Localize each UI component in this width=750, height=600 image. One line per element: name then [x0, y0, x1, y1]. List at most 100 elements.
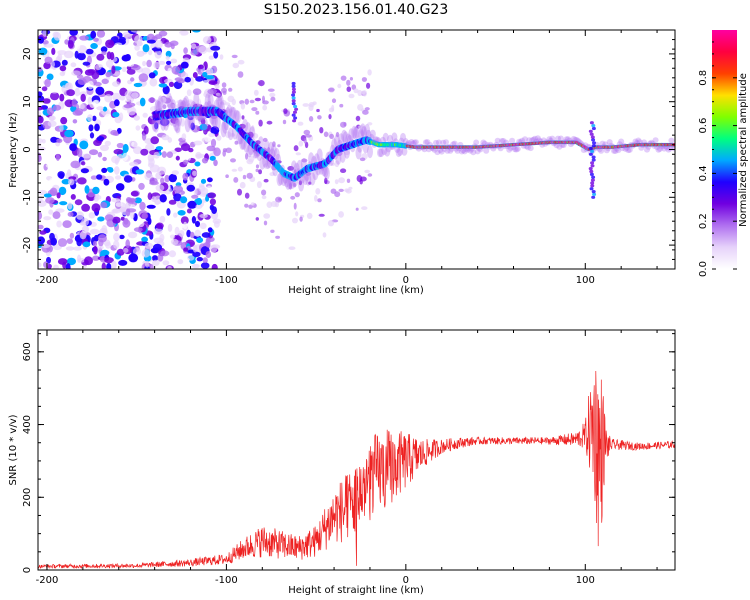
spectrogram-blob	[308, 181, 312, 185]
spectrogram-blob	[324, 177, 328, 184]
spectrogram-blob	[208, 132, 216, 138]
spectrogram-blob	[331, 104, 335, 111]
spectrogram-blob	[358, 125, 364, 129]
spectrogram-blob	[80, 93, 86, 102]
spectrogram-blob	[167, 265, 172, 269]
spectrogram-blob	[589, 172, 594, 176]
spectrogram-blob	[92, 240, 98, 247]
spectrogram-blob	[44, 43, 54, 48]
spectrogram-blob	[141, 81, 147, 86]
spectrogram-blob	[353, 88, 359, 94]
spectrogram-blob	[599, 140, 606, 147]
y-tick-label: 20	[22, 48, 33, 61]
spectrogram-blob	[343, 122, 347, 127]
spectrogram-blob	[591, 175, 596, 179]
spectrogram-blob	[135, 169, 145, 175]
spectrogram-blob	[79, 231, 87, 240]
spectrogram-blob	[308, 104, 314, 111]
spectrogram-blob	[146, 39, 156, 44]
spectrogram-blob	[43, 216, 52, 221]
spectrogram-blob	[106, 51, 112, 60]
spectrogram-blob	[147, 192, 153, 200]
spectrogram-blob	[66, 89, 76, 97]
colorbar: 0.0 0.2 0.4 0.6 0.8 Normalized spectral ampl…	[698, 30, 749, 277]
spectrogram-blob	[139, 201, 146, 211]
spectrogram-blob	[149, 180, 159, 186]
spectrogram-blob	[246, 172, 253, 179]
spectrogram-blob	[532, 135, 538, 142]
spectrogram-blob	[180, 61, 189, 69]
spectrogram-blob	[474, 148, 481, 155]
spectrogram-blob	[526, 137, 533, 144]
spectrogram-blob	[196, 237, 204, 244]
spectrogram-blob	[293, 110, 297, 114]
spectrogram-blob	[249, 99, 255, 104]
spectrogram-blob	[302, 172, 309, 185]
spectrogram-blob	[244, 203, 249, 208]
spectrogram-blob	[591, 190, 596, 194]
spectrogram-blob	[79, 35, 89, 41]
spectrogram-blob	[397, 147, 404, 156]
spectrogram-blob	[96, 53, 105, 61]
spectrogram-blob	[177, 259, 184, 265]
spectrogram-blob	[107, 167, 114, 173]
spectrogram-blob	[170, 238, 179, 245]
spectrogram-blob	[74, 87, 80, 97]
spectrogram-blob	[148, 72, 156, 79]
spectrogram-blob	[205, 251, 212, 258]
spectrogram-blob	[38, 236, 45, 245]
spectrogram-blob	[261, 189, 267, 196]
spectrogram-blob	[52, 211, 61, 220]
spectrogram-y-ticks: -20 -10 0 10 20	[22, 29, 675, 270]
spectrogram-blob	[51, 47, 56, 56]
spectrogram-blob	[79, 140, 89, 150]
spectrogram-blob	[105, 71, 112, 78]
spectrogram-blob	[41, 86, 48, 92]
spectrogram-blob	[111, 198, 121, 203]
spectrogram-blob	[190, 43, 197, 50]
spectrogram-blob	[67, 202, 73, 210]
spectrogram-blob	[308, 116, 314, 122]
spectrogram-blob	[180, 118, 186, 127]
spectrogram-blob	[168, 199, 177, 205]
spectrogram-blob	[133, 82, 143, 88]
spectrogram-blob	[328, 114, 332, 120]
spectrogram-blob	[93, 37, 99, 42]
spectrogram-blob	[166, 208, 171, 216]
spectrogram-blob	[387, 134, 394, 144]
spectrogram-blob	[155, 99, 160, 108]
spectrogram-blob	[200, 187, 209, 196]
spectrogram-blob	[291, 102, 296, 106]
spectrogram-blob	[214, 84, 220, 89]
spectrogram-blob	[256, 181, 262, 189]
spectrogram-blob	[292, 119, 297, 123]
spectrogram-blob	[96, 174, 103, 180]
spectrogram-blob	[270, 229, 275, 233]
spectrogram-blob	[206, 145, 216, 152]
spectrogram-blob	[144, 242, 154, 249]
spectrogram-blob	[255, 110, 260, 115]
spectrogram-blob	[95, 86, 105, 96]
spectrogram-blob	[166, 60, 172, 65]
spectrogram-blob	[291, 96, 296, 100]
spectrogram-blob	[470, 149, 477, 156]
spectrogram-blob	[591, 124, 596, 128]
spectrogram-blob	[81, 217, 89, 226]
spectrogram-blob	[73, 246, 82, 251]
spectrogram-blob	[112, 92, 121, 102]
spectrogram-blob	[319, 127, 324, 134]
spectrogram-blob	[201, 118, 206, 125]
spectrogram-blob	[364, 169, 371, 174]
spectrogram-blob	[210, 45, 221, 51]
spectrogram-blob	[291, 81, 296, 86]
spectrogram-blob	[184, 116, 191, 133]
spectrogram-blob	[588, 146, 593, 151]
spectrogram-blob	[92, 255, 100, 261]
spectrogram-blob	[298, 180, 302, 186]
spectrogram-blob	[323, 131, 329, 138]
spectrogram-blob	[69, 232, 75, 239]
spectrogram-blob	[123, 248, 129, 253]
spectrogram-blob	[346, 178, 351, 183]
spectrogram-blob	[38, 66, 43, 72]
spectrogram-blob	[119, 234, 125, 240]
